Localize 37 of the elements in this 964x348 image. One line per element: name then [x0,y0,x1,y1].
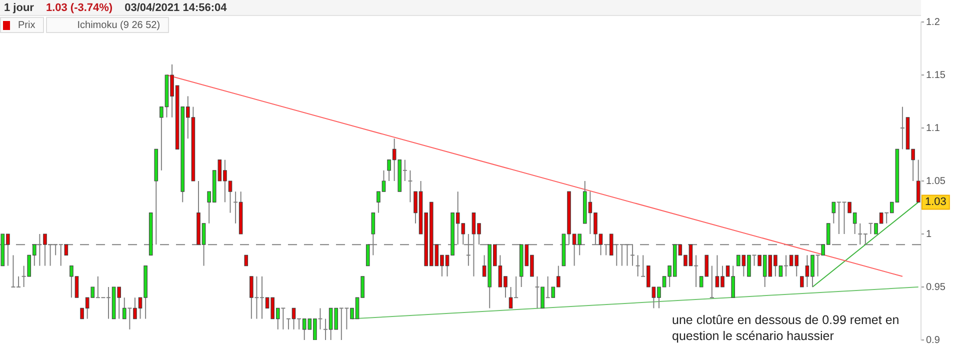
candlestick [752,254,757,266]
candlestick [635,254,640,277]
candlestick [233,191,238,224]
y-tick-label: 0.95 [926,282,946,293]
candlestick [318,308,323,330]
candlestick [408,170,413,203]
candlestick [296,318,302,330]
y-tick-label: 0.9 [926,334,940,346]
y-tick-label: 1 [926,228,932,240]
candlestick [127,308,132,330]
y-tick-label: 1.15 [926,70,946,81]
candlestick [784,254,789,277]
chart-title: 1 jour [4,2,34,14]
candlestick [694,254,699,288]
candlestick [815,254,820,277]
candlestick [900,106,905,150]
candlestick [868,222,874,234]
candlestick [640,254,646,277]
y-tick-label: 1.1 [926,122,940,134]
candlestick [286,318,291,330]
candlestick [514,276,519,298]
text: 03/04/2021 14:56:04 [124,2,227,14]
annotation: une clotûre en dessous de 0.99 remet en question le scénario haussier [672,312,900,344]
candlestick [534,276,540,309]
candlestick [323,318,328,340]
legend-label: Prix [18,20,36,30]
candlestick [884,212,890,224]
y-tick-label: 1.2 [926,16,940,28]
indicator-tab: Ichimoku (9 26 52) [46,17,170,33]
y-tick-label: 1.05 [926,176,946,187]
candlestick [21,265,26,288]
candlestick [280,308,286,330]
annotation: 1.03 [925,196,946,208]
candlestick [545,276,550,298]
text: 1.03 (-3.74%) [46,2,113,14]
candlestick [709,265,714,298]
candlestick [402,159,408,182]
